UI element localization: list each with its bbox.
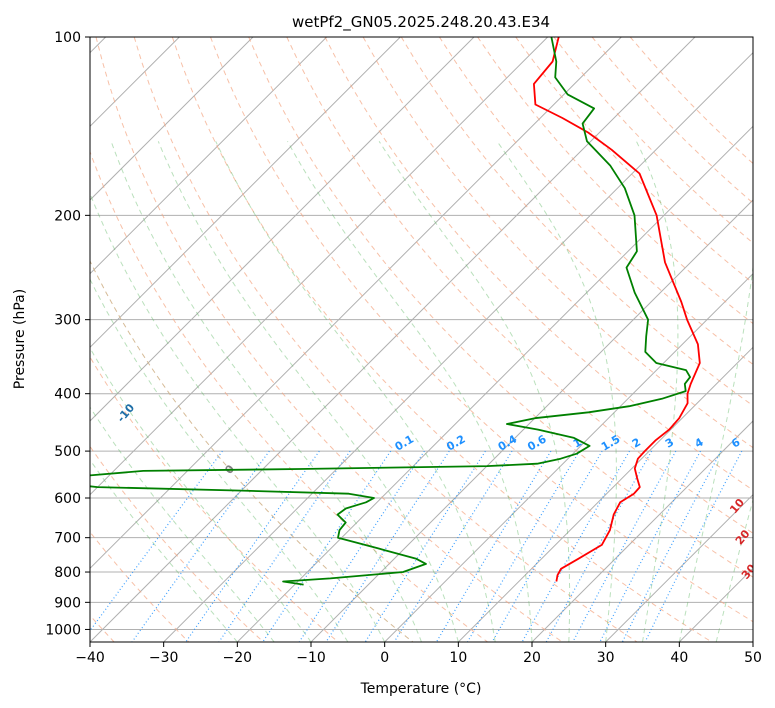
- y-tick-label: 300: [54, 313, 81, 329]
- x-tick-label: 30: [597, 650, 615, 666]
- isotherm-gridline: [90, 37, 254, 201]
- temperature-profile-line: [533, 37, 701, 582]
- dry-adiabat: [362, 37, 753, 449]
- moist-adiabat: [678, 263, 753, 642]
- y-tick-label: 1000: [45, 622, 81, 638]
- moist-adiabat: [90, 278, 349, 642]
- isotherm-gridline: [90, 37, 549, 496]
- x-tick-label: −20: [223, 650, 253, 666]
- isotherm-gridline: [236, 125, 753, 642]
- grid-layer: 0.10.20.40.611.52346810131620253036-100-…: [90, 37, 769, 642]
- y-axis-label: Pressure (hPa): [12, 289, 28, 389]
- dry-adiabat: [95, 37, 563, 642]
- isotherm-gridline: [605, 493, 753, 642]
- x-tick-label: 20: [523, 650, 541, 666]
- moist-adiabat: [157, 141, 459, 642]
- mixing-ratio-line: [621, 450, 722, 642]
- mixing-ratio-line: [599, 450, 702, 642]
- y-tick-label: 200: [54, 208, 81, 224]
- mixing-ratio-line: [545, 450, 653, 642]
- x-tick-label: −10: [296, 650, 326, 666]
- x-tick-label: −40: [75, 650, 105, 666]
- moist-adiabat: [110, 141, 422, 642]
- x-axis-label: Temperature (°C): [360, 681, 482, 697]
- moist-adiabat: [287, 141, 533, 642]
- y-tick-label: 900: [54, 595, 81, 611]
- dry-adiabat: [90, 150, 488, 642]
- dry-adiabat: [324, 37, 753, 491]
- mixing-ratio-line: [521, 450, 631, 642]
- mixing-ratio-line: [572, 450, 677, 642]
- dry-adiabat: [133, 37, 638, 642]
- moist-adiabat: [715, 497, 753, 642]
- isotherm-gridline: [531, 420, 753, 642]
- mixing-ratio-line: [185, 450, 320, 642]
- mixing-ratio-line: [644, 450, 743, 642]
- dry-adiabat: [171, 37, 712, 642]
- dry-adiabat: [210, 37, 753, 623]
- profile-layer: [90, 37, 701, 586]
- x-tick-label: 10: [449, 650, 467, 666]
- mixing-ratio-line: [90, 450, 223, 632]
- dry-adiabat: [400, 37, 753, 407]
- y-tick-label: 700: [54, 531, 81, 547]
- dry-adiabat: [248, 37, 753, 578]
- mixing-ratio-line: [218, 450, 351, 642]
- y-tick-label: 100: [54, 30, 81, 46]
- isotherm-gridline: [90, 37, 622, 570]
- isotherm-gridline: [90, 37, 328, 275]
- y-tick-label: 800: [54, 565, 81, 581]
- plot-frame: [89, 36, 754, 643]
- moist-adiabat: [496, 141, 617, 642]
- y-tick-label: 400: [54, 387, 81, 403]
- mixing-ratio-line: [298, 450, 425, 642]
- dewpoint-profile-line: [90, 37, 691, 586]
- moist-adiabat: [378, 141, 571, 642]
- moist-adiabat-label: 40: [749, 592, 769, 612]
- isotherm-gridline: [90, 37, 401, 349]
- moist-adiabat: [215, 141, 496, 642]
- isotherm-gridline: [384, 272, 753, 642]
- x-tick-label: 40: [670, 650, 688, 666]
- mixing-ratio-line: [491, 450, 603, 642]
- moist-adiabat: [90, 347, 312, 642]
- mixing-ratio-line: [393, 450, 513, 642]
- isotherm-gridline: [457, 346, 753, 642]
- isotherm-gridline: [163, 51, 753, 642]
- axes-layer: −40 −30 −20 −10 0 10 20 30 40 50 100 200 300 400 500 60…: [45, 30, 762, 666]
- moist-adiabat: [90, 192, 386, 642]
- isotherm-gridline: [310, 199, 753, 642]
- chart-title: wetPf2_GN05.2025.248.20.43.E34: [292, 13, 550, 32]
- y-tick-label: 600: [54, 491, 81, 507]
- mixing-ratio-line: [364, 450, 486, 642]
- x-tick-label: 50: [744, 650, 762, 666]
- x-tick-label: 0: [380, 650, 389, 666]
- moist-adiabat: [635, 141, 679, 642]
- x-tick-label: −30: [149, 650, 179, 666]
- y-tick-label: 500: [54, 444, 81, 460]
- isotherm-gridline: [90, 37, 475, 422]
